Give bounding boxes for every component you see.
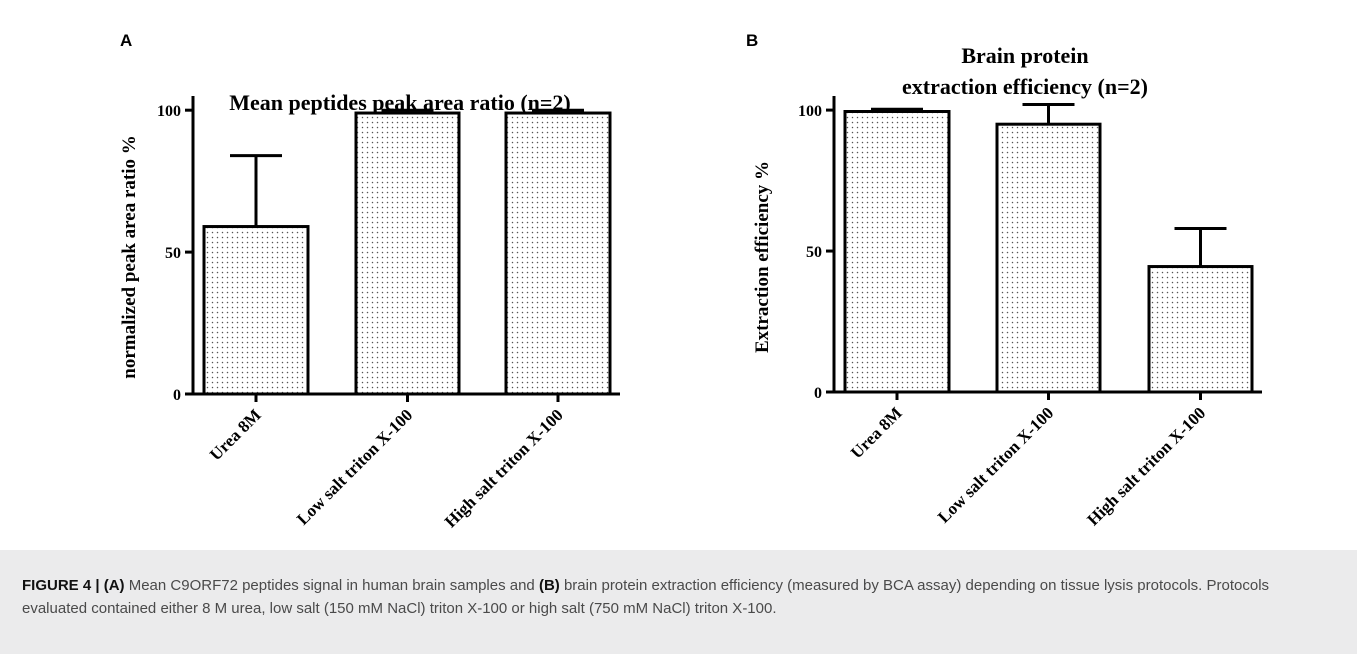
caption-label: FIGURE 4 | (22, 577, 100, 594)
y-tick-label: 50 (165, 245, 181, 262)
chart-title: extraction efficiency (n=2) (902, 74, 1148, 99)
caption-part-b: brain protein extraction efficiency (mea… (22, 577, 1270, 617)
y-tick-label: 0 (814, 385, 822, 402)
bar (504, 111, 612, 396)
x-tick-label: Low salt triton X-100 (293, 405, 416, 528)
y-axis-label: normalized peak area ratio % (119, 135, 140, 378)
panel-letter: A (120, 31, 132, 50)
x-tick-label: Low salt triton X-100 (934, 403, 1057, 526)
y-axis-label: Extraction efficiency % (752, 161, 773, 353)
panel-letter: B (746, 31, 758, 50)
caption-part-a: Mean C9ORF72 peptides signal in human br… (124, 577, 539, 594)
bar (202, 225, 310, 396)
caption-b-marker: (B) (538, 577, 560, 594)
x-tick-label: Urea 8M (847, 403, 906, 462)
x-tick-label: High salt triton X-100 (441, 405, 567, 531)
x-tick-label: High salt triton X-100 (1083, 403, 1209, 529)
bar (843, 110, 951, 394)
panel-b: B Brain protein extraction efficiency (n=2… (746, 31, 1262, 529)
x-tick-label: Urea 8M (206, 405, 265, 464)
bar (1147, 265, 1254, 394)
bar (354, 111, 461, 396)
y-tick-label: 100 (157, 103, 181, 120)
caption-a-marker: (A) (103, 577, 125, 594)
bar (995, 122, 1102, 394)
figure-caption: FIGURE 4 | (A) Mean C9ORF72 peptides sig… (0, 550, 1357, 654)
chart-title: Brain protein (961, 43, 1088, 68)
y-tick-label: 50 (806, 244, 822, 261)
y-tick-label: 100 (798, 103, 822, 120)
y-tick-label: 0 (173, 387, 181, 404)
